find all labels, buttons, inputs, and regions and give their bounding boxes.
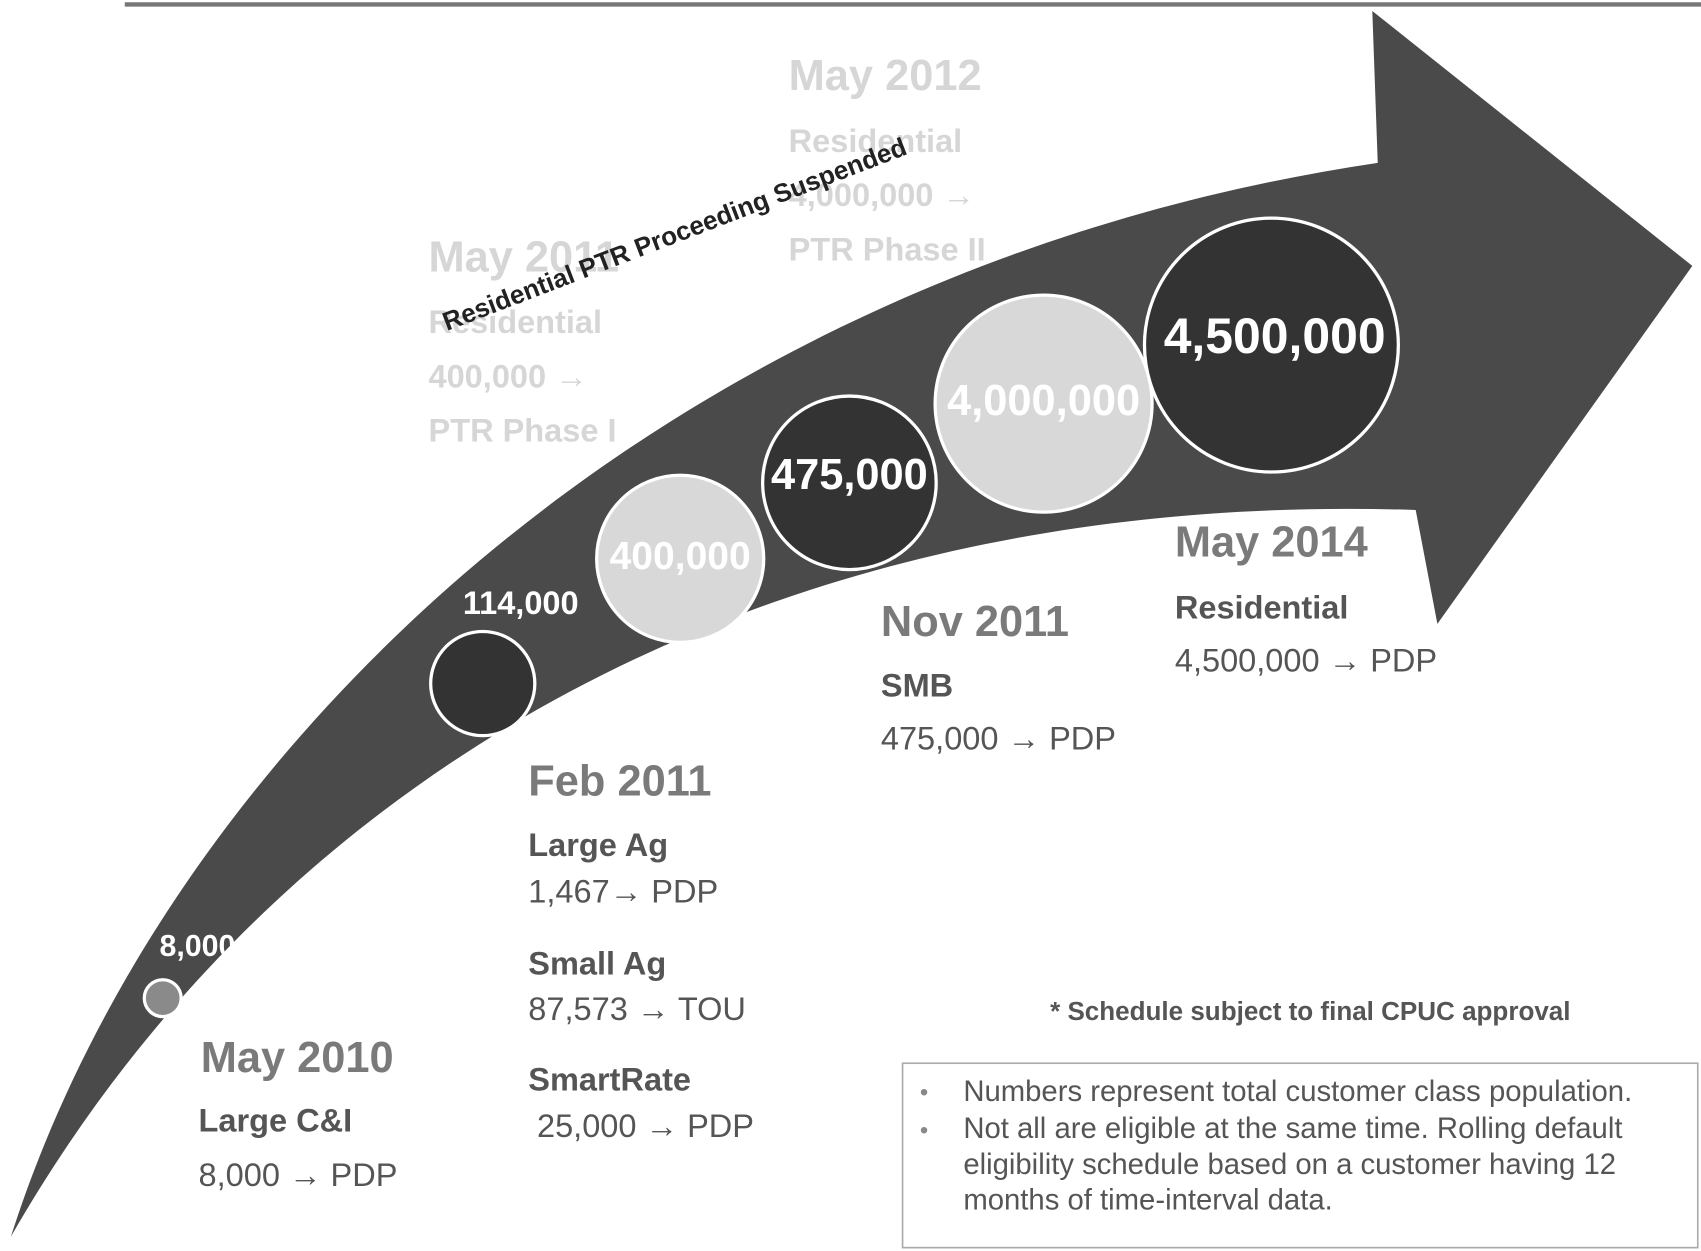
footnote: * Schedule subject to final CPUC approva…: [1050, 996, 1570, 1026]
milestone-date: May 2012: [789, 52, 982, 100]
bubble: [142, 978, 183, 1019]
bubble-label: 4,000,000: [947, 377, 1140, 425]
milestone-class: SmartRate: [528, 1061, 691, 1097]
milestone-class: Residential: [1175, 589, 1349, 625]
milestone-detail: 25,000 → PDP: [537, 1108, 754, 1144]
milestone-date: Nov 2011: [881, 598, 1069, 646]
note-line: eligibility schedule based on a customer…: [963, 1148, 1616, 1181]
bubble: [595, 473, 766, 644]
milestone-detail: 8,000 → PDP: [199, 1157, 398, 1193]
bubble: [761, 394, 938, 572]
milestone-detail: 87,573 → TOU: [528, 991, 746, 1027]
milestone-date: May 2010: [201, 1034, 394, 1082]
bubble-label: 475,000: [771, 451, 928, 499]
bubble-label: 114,000: [463, 585, 579, 621]
milestone-class: Large Ag: [528, 827, 668, 863]
bubble: [933, 293, 1154, 514]
milestone-date: May 2011: [429, 233, 620, 281]
milestone-line: 400,000 →: [429, 358, 588, 394]
milestone-date: Feb 2011: [528, 757, 711, 805]
note-line: months of time-interval data.: [963, 1184, 1332, 1217]
milestone-class: Large C&I: [199, 1103, 353, 1139]
milestone-line: Residential: [429, 304, 603, 340]
milestone-detail: 475,000 → PDP: [881, 721, 1116, 757]
note-line: Not all are eligible at the same time. R…: [963, 1112, 1622, 1145]
bubble: [1142, 216, 1400, 474]
notes-box: [901, 1062, 1699, 1249]
milestone-date: May 2014: [1175, 519, 1368, 567]
bubble-label: 4,500,000: [1164, 308, 1386, 364]
milestone-line: PTR Phase II: [789, 231, 986, 267]
milestone-detail: 4,500,000 → PDP: [1175, 643, 1437, 679]
milestone-class: SMB: [881, 668, 953, 704]
note-line: Numbers represent total customer class p…: [963, 1075, 1632, 1108]
bullet: •: [920, 1117, 928, 1144]
bubble-label: 8,000: [159, 930, 235, 963]
milestone-detail: 1,467→ PDP: [528, 874, 718, 910]
bubble: [429, 629, 537, 738]
milestone-line: Residential: [789, 123, 963, 159]
milestone-line: PTR Phase I: [429, 413, 617, 449]
bullet: •: [920, 1079, 928, 1106]
milestone-line: 4,000,000 →: [789, 177, 975, 213]
milestone-class: Small Ag: [528, 945, 666, 981]
bubble-label: 400,000: [610, 535, 751, 578]
